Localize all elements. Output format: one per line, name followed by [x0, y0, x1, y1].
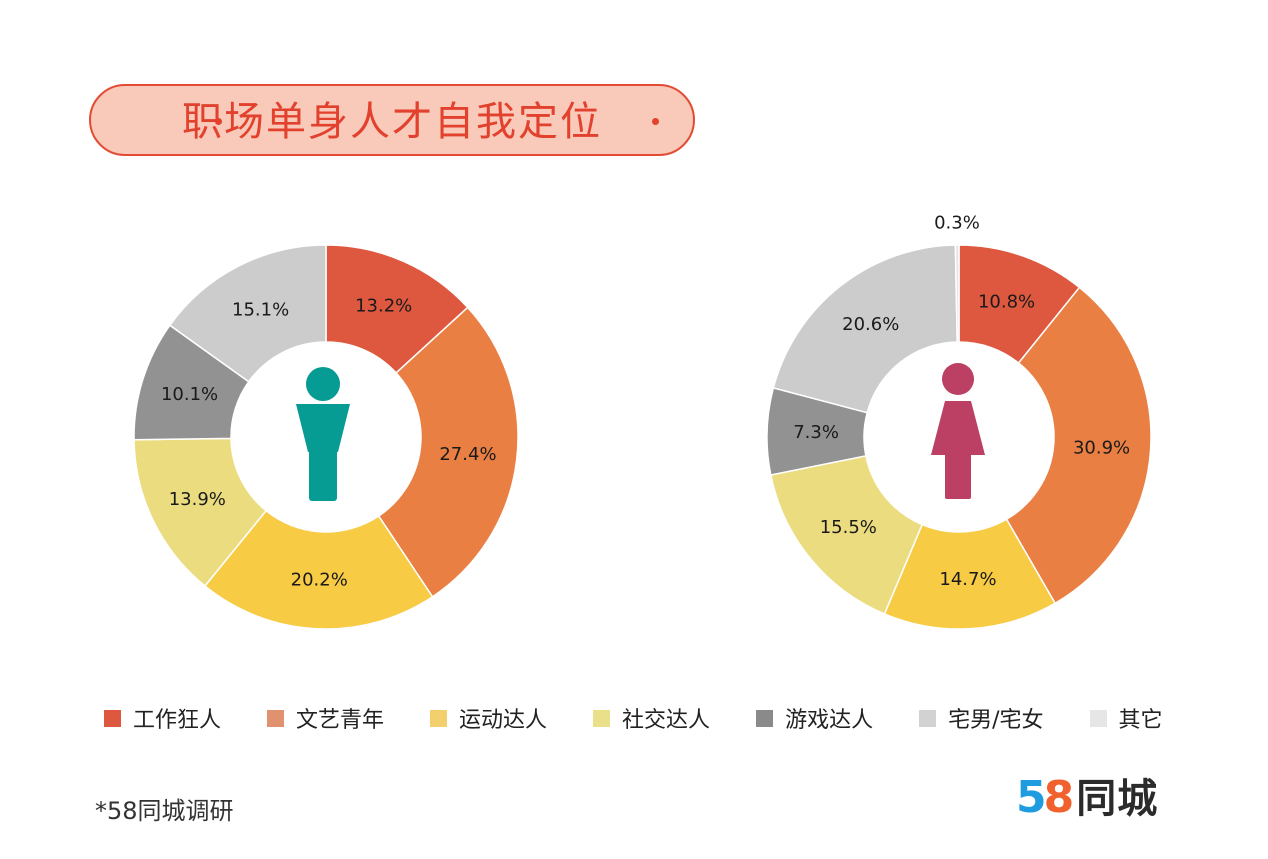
legend-swatch [1089, 709, 1107, 727]
legend-item: 文艺青年 [267, 702, 384, 734]
title-dot-right-icon [652, 118, 659, 125]
legend-label: 宅男/宅女 [948, 708, 1044, 733]
source-footnote: *58同城调研 [95, 797, 234, 825]
slice-value-label: 27.4% [439, 444, 496, 465]
legend-label: 文艺青年 [296, 708, 385, 733]
legend-item: 运动达人 [430, 702, 547, 734]
donut-slice [883, 518, 1057, 630]
legend-swatch [593, 709, 611, 727]
legend-item: 社交达人 [593, 702, 710, 734]
legend-label: 游戏达人 [785, 708, 874, 733]
donut-slice [772, 244, 958, 414]
slice-value-label: 14.7% [939, 569, 996, 590]
legend-label: 运动达人 [459, 708, 548, 733]
legend-swatch [756, 709, 774, 727]
legend-item: 其它 [1089, 702, 1163, 734]
title-dot-left-icon [215, 118, 222, 125]
logo-digit-8: 8 [1043, 772, 1075, 823]
legend-label: 其它 [1118, 708, 1163, 733]
legend-swatch [430, 709, 448, 727]
donut-slice [769, 454, 924, 615]
donut-slice [377, 306, 519, 598]
donut-slice [168, 244, 327, 383]
slice-value-label: 15.5% [820, 517, 877, 538]
brand-logo: 58同城 [1016, 770, 1158, 835]
female-icon [931, 363, 985, 499]
slice-value-label: 30.9% [1073, 437, 1130, 458]
title-banner: 职场单身人才自我定位 [89, 84, 695, 156]
legend-label: 工作狂人 [133, 708, 222, 733]
legend-swatch [104, 709, 121, 727]
slice-value-label: 13.9% [169, 489, 226, 510]
slice-value-label: 10.8% [978, 292, 1035, 313]
legend-swatch [919, 709, 937, 727]
logo-text: 同城 [1076, 776, 1159, 822]
donut-slice [203, 509, 434, 630]
slice-value-label: 0.3% [934, 213, 980, 234]
donut-charts: 13.2% 27.4% 20.2% 13.9% 10.1% 15.1% 10.8% 30.9%… [133, 213, 1152, 630]
legend-label: 社交达人 [622, 708, 711, 733]
male-icon [296, 367, 350, 501]
logo-digit-5: 5 [1016, 772, 1047, 823]
legend-swatch [267, 709, 285, 727]
slice-value-label: 13.2% [355, 296, 412, 317]
legend: 工作狂人 文艺青年 运动达人 社交达人 游戏达人 宅男/宅女 其它 [104, 703, 1163, 733]
slice-value-label: 20.6% [842, 314, 899, 335]
slice-value-label: 20.2% [291, 569, 348, 590]
donut-slice [954, 244, 960, 343]
page-title: 职场单身人才自我定位 [182, 99, 602, 145]
legend-item: 宅男/宅女 [919, 702, 1044, 734]
slice-value-label: 15.1% [232, 299, 289, 320]
legend-item: 游戏达人 [756, 702, 873, 734]
slice-value-label: 7.3% [793, 422, 839, 443]
donut-slice [1005, 286, 1152, 605]
slice-value-label: 10.1% [161, 384, 218, 405]
legend-item: 工作狂人 [104, 702, 221, 734]
